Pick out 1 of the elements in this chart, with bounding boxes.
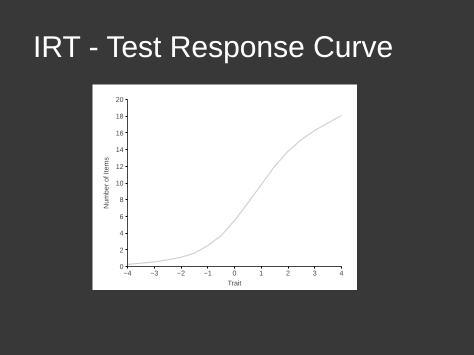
chart-title: IRT - Test Response Curve (33, 30, 394, 66)
